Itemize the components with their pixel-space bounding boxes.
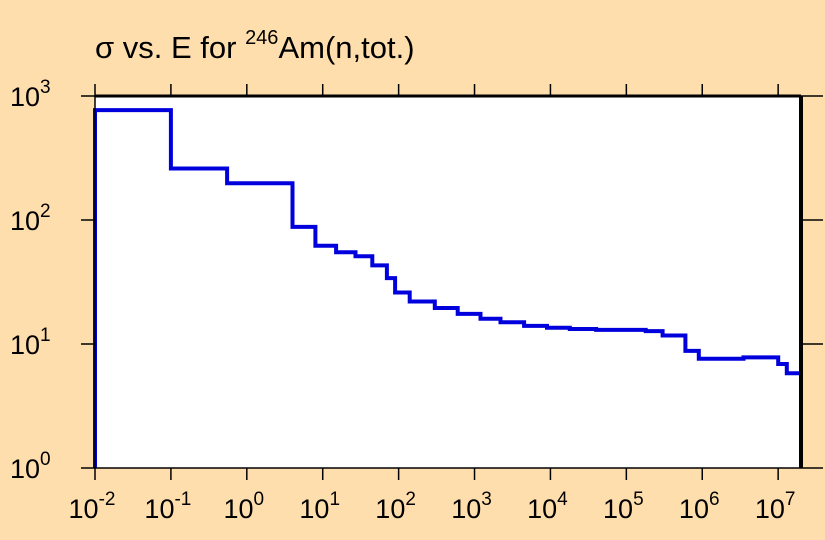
x-tick-label-exponent: 4 <box>557 489 568 510</box>
x-tick-label: 10-1 <box>144 489 191 524</box>
x-tick-label-base: 10 <box>299 494 329 524</box>
y-tick-label-base: 10 <box>10 82 40 112</box>
x-tick-label: 104 <box>527 489 568 524</box>
y-tick-label-exponent: 0 <box>40 449 51 470</box>
y-tick-label-base: 10 <box>10 454 40 484</box>
x-tick-label-exponent: 7 <box>785 489 796 510</box>
x-tick-label-base: 10 <box>451 494 481 524</box>
x-tick-label: 102 <box>375 489 416 524</box>
x-tick-label-exponent: 1 <box>329 489 340 510</box>
y-tick-label: 102 <box>10 201 51 236</box>
x-tick-label-base: 10 <box>755 494 785 524</box>
x-tick-label-base: 10 <box>69 494 99 524</box>
x-tick-label: 100 <box>223 489 264 524</box>
x-tick-label: 10-2 <box>69 489 116 524</box>
y-tick-label-exponent: 1 <box>40 325 51 346</box>
x-tick-label-base: 10 <box>375 494 405 524</box>
x-tick-label-exponent: -1 <box>174 489 191 510</box>
x-tick-label-base: 10 <box>603 494 633 524</box>
data-series-line-0 <box>93 108 803 468</box>
y-tick-label: 101 <box>10 325 51 360</box>
x-tick-label-exponent: 3 <box>481 489 492 510</box>
chart-title-suffix: Am(n,tot.) <box>278 30 414 65</box>
plot-area <box>95 96 801 468</box>
y-tick-label-exponent: 2 <box>40 201 51 222</box>
x-tick-label: 103 <box>451 489 492 524</box>
x-tick-label: 101 <box>299 489 340 524</box>
x-tick-label: 106 <box>679 489 720 524</box>
chart-title-prefix: σ vs. E for <box>95 30 245 65</box>
chart-title-isotope-mass: 246 <box>245 27 278 49</box>
x-tick-label-exponent: 0 <box>254 489 265 510</box>
x-tick-label-exponent: 2 <box>405 489 416 510</box>
y-tick-label-base: 10 <box>10 206 40 236</box>
y-tick-label: 100 <box>10 449 51 484</box>
y-tick-label: 103 <box>10 77 51 112</box>
x-tick-label-base: 10 <box>679 494 709 524</box>
x-tick-label-exponent: 5 <box>633 489 644 510</box>
x-tick-label-base: 10 <box>144 494 174 524</box>
y-tick-label-exponent: 3 <box>40 77 51 98</box>
x-tick-label-base: 10 <box>527 494 557 524</box>
y-tick-label-base: 10 <box>10 330 40 360</box>
x-tick-label: 107 <box>755 489 796 524</box>
chart-title: σ vs. E for 246Am(n,tot.) <box>95 27 415 65</box>
x-tick-label-base: 10 <box>223 494 253 524</box>
x-tick-label-exponent: -2 <box>99 489 116 510</box>
x-tick-label-exponent: 6 <box>709 489 720 510</box>
x-tick-label: 105 <box>603 489 644 524</box>
